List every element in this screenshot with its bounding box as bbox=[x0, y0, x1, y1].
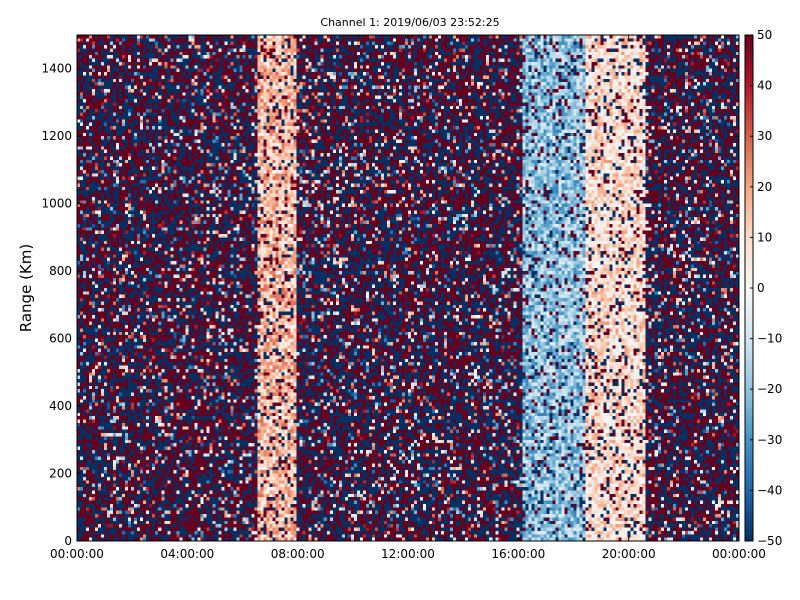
heatmap-cells bbox=[77, 35, 739, 541]
colorbar-tick-label: −40 bbox=[757, 483, 782, 497]
y-tick-label: 1200 bbox=[41, 129, 72, 143]
y-tick-label: 0 bbox=[64, 534, 72, 548]
colorbar-tick-label: 30 bbox=[757, 129, 772, 143]
y-axis: 0 200 400 600 800 1000 1200 1400 bbox=[41, 62, 739, 548]
x-tick-label: 00:00:00 bbox=[712, 547, 766, 561]
chart-title: Channel 1: 2019/06/03 23:52:25 bbox=[320, 16, 499, 29]
colorbar-tick-label: 50 bbox=[757, 28, 772, 42]
x-tick-label: 12:00:00 bbox=[381, 547, 435, 561]
colorbar-tick-label: 10 bbox=[757, 230, 772, 244]
x-axis: 00:00:00 04:00:00 08:00:00 12:00:00 16:00:00… bbox=[50, 35, 766, 561]
colorbar-tick-label: −50 bbox=[757, 534, 782, 548]
y-tick-label: 600 bbox=[49, 332, 72, 346]
colorbar-tick-label: −20 bbox=[757, 382, 782, 396]
y-tick-label: 400 bbox=[49, 399, 72, 413]
x-tick-label: 00:00:00 bbox=[50, 547, 104, 561]
x-tick-label: 08:00:00 bbox=[271, 547, 325, 561]
colorbar-tick-label: 0 bbox=[757, 281, 765, 295]
heatmap-image bbox=[77, 35, 739, 541]
colorbar-tick-label: 40 bbox=[757, 79, 772, 93]
colorbar: 50 40 30 20 10 0 −10 −20 −30 −40 −50 bbox=[744, 28, 782, 548]
y-tick-label: 800 bbox=[49, 264, 72, 278]
y-axis-label: Range (Km) bbox=[17, 244, 35, 332]
colorbar-tick-label: 20 bbox=[757, 180, 772, 194]
x-tick-label: 16:00:00 bbox=[491, 547, 545, 561]
y-tick-label: 1000 bbox=[41, 197, 72, 211]
colorbar-ticks: 50 40 30 20 10 0 −10 −20 −30 −40 −50 bbox=[750, 28, 782, 548]
y-tick-label: 1400 bbox=[41, 62, 72, 76]
colorbar-tick-label: −10 bbox=[757, 332, 782, 346]
y-tick-label: 200 bbox=[49, 467, 72, 481]
plot-area bbox=[76, 34, 740, 542]
x-tick-label: 20:00:00 bbox=[602, 547, 656, 561]
x-tick-label: 04:00:00 bbox=[160, 547, 214, 561]
colorbar-tick-label: −30 bbox=[757, 433, 782, 447]
